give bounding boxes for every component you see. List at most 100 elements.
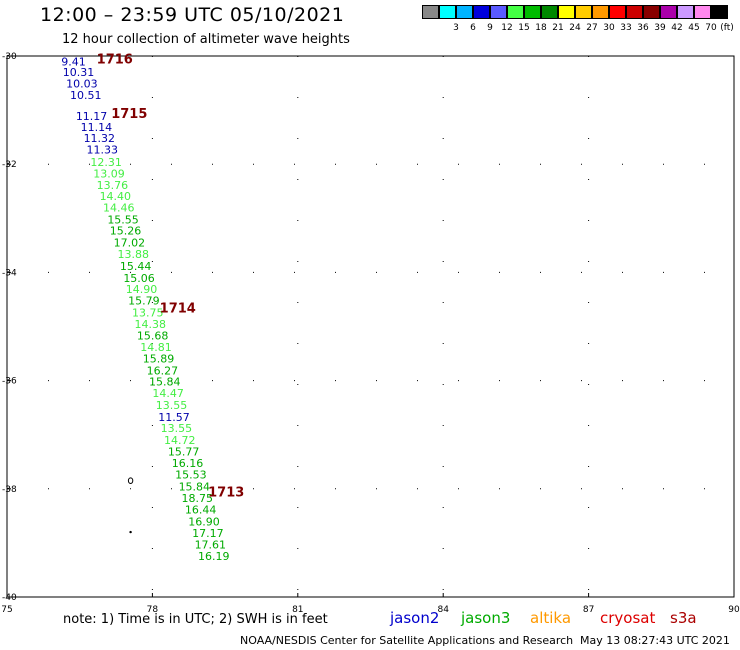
scale-swatch [541,5,558,19]
scale-label: 3 [453,23,459,33]
wave-height-value: 16.27 [147,364,179,377]
scale-swatch [507,5,524,19]
island-outline [127,477,134,484]
scale-swatch [490,5,507,19]
lon-tick-label: 90 [728,605,740,615]
lon-tick-label: 87 [583,605,594,615]
scale-label: 21 [552,23,564,33]
wave-height-value: 14.40 [100,190,132,203]
scale-swatch [456,5,473,19]
wave-height-value: 15.53 [175,469,207,482]
wave-height-value: 10.51 [70,89,102,102]
wave-height-value: 9.41 [61,55,86,68]
wave-height-value: 17.61 [195,539,227,552]
scale-label: 27 [586,23,598,33]
lon-tick-label: 84 [437,605,449,615]
pass-time-label: 1715 [111,107,147,122]
wave-height-value: 12.31 [90,156,122,169]
wave-height-value: 13.88 [118,248,150,261]
lon-tick-label: 78 [147,605,159,615]
lat-tick-label: -32 [2,160,17,170]
scale-label: 15 [518,23,530,33]
wave-height-value: 15.84 [149,376,181,389]
scale-swatch [575,5,592,19]
scale-swatch [711,5,728,19]
credit-text: NOAA/NESDIS Center for Satellite Applica… [240,634,574,647]
scale-swatch [643,5,660,19]
scale-label: 30 [603,23,615,33]
wave-height-value: 15.89 [143,352,175,365]
wave-height-value: 15.68 [137,330,169,343]
scale-label: 42 [671,23,683,33]
lat-tick-label: -38 [2,485,17,495]
wave-height-value: 13.55 [161,422,193,435]
scale-swatch [626,5,643,19]
scale-swatch [660,5,677,19]
scale-swatch [677,5,694,19]
wave-height-value: 16.44 [185,503,217,516]
scale-swatch [592,5,609,19]
scale-swatch [524,5,541,19]
wave-height-value: 10.03 [66,78,98,91]
wave-height-value: 16.16 [172,457,204,470]
scale-label: 6 [470,23,476,33]
wave-height-value: 14.90 [126,283,158,296]
scale-label: 36 [637,23,649,33]
wave-height-value: 14.38 [134,318,166,331]
scale-label: 12 [501,23,513,33]
map-subtitle: 12 hour collection of altimeter wave hei… [62,32,350,47]
wave-height-value: 14.81 [140,341,172,354]
scale-label: 33 [620,23,632,33]
wave-height-value: 15.79 [128,295,160,308]
island-dot [129,530,132,534]
wave-height-value: 15.44 [120,260,152,273]
wave-height-value: 13.55 [156,399,188,412]
wave-height-value: 14.47 [152,387,184,400]
wave-height-value: 11.17 [76,110,108,123]
scale-label: 24 [569,23,581,33]
wave-height-value: 11.32 [84,132,116,145]
footnote: note: 1) Time is in UTC; 2) SWH is in fe… [63,612,328,627]
scale-swatch [439,5,456,19]
lat-tick-label: -30 [2,52,17,62]
scale-swatch [609,5,626,19]
map-title: 12:00 – 23:59 UTC 05/10/2021 [40,4,345,26]
generated-timestamp: May 13 08:27:43 UTC 2021 [580,634,730,647]
wave-height-value: 13.09 [93,167,125,180]
lat-tick-label: -36 [2,377,17,387]
wave-height-value: 11.14 [81,121,113,134]
pass-time-label: 1714 [160,302,196,317]
wave-height-value: 15.77 [168,445,200,458]
wave-height-value: 15.26 [110,225,141,238]
wave-height-value: 11.57 [158,411,190,424]
wave-height-value: 13.75 [132,306,164,319]
legend-cryosat: cryosat [600,609,656,627]
wave-height-value: 13.76 [97,179,129,192]
scale-label: 9 [487,23,493,33]
scale-swatch [558,5,575,19]
wave-height-value: 14.46 [103,201,134,214]
wave-height-value: 18.75 [181,492,213,505]
pass-time-label: 1716 [97,53,133,68]
wave-height-value: 16.90 [188,515,220,528]
scale-label: 18 [535,23,547,33]
wave-height-value: 15.06 [123,272,155,285]
wave-height-value: 17.02 [114,237,146,250]
legend-jason2: jason2 [390,609,440,627]
scale-unit: (ft) [720,23,734,33]
wave-height-value: 10.31 [63,66,94,79]
legend-jason3: jason3 [461,609,511,627]
scale-label: 39 [654,23,666,33]
wave-height-value: 11.33 [86,144,118,157]
legend-s3a: s3a [670,609,697,627]
scale-label: 45 [688,23,700,33]
legend-altika: altika [530,609,572,627]
wave-height-value: 17.17 [192,527,224,540]
wave-height-value: 16.19 [198,550,230,563]
scale-swatch [694,5,711,19]
pass-time-label: 1713 [208,486,244,501]
scale-label: 70 [705,23,717,33]
wave-height-value: 15.84 [179,481,211,494]
wave-height-value: 15.55 [107,213,138,226]
scale-swatch [422,5,439,19]
